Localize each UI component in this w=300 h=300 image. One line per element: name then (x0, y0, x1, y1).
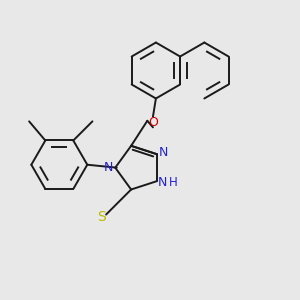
Text: N: N (104, 161, 113, 174)
Text: N: N (158, 176, 167, 189)
Text: N: N (159, 146, 168, 159)
Text: S: S (97, 211, 106, 224)
Text: O: O (148, 116, 158, 128)
Text: H: H (169, 176, 177, 189)
